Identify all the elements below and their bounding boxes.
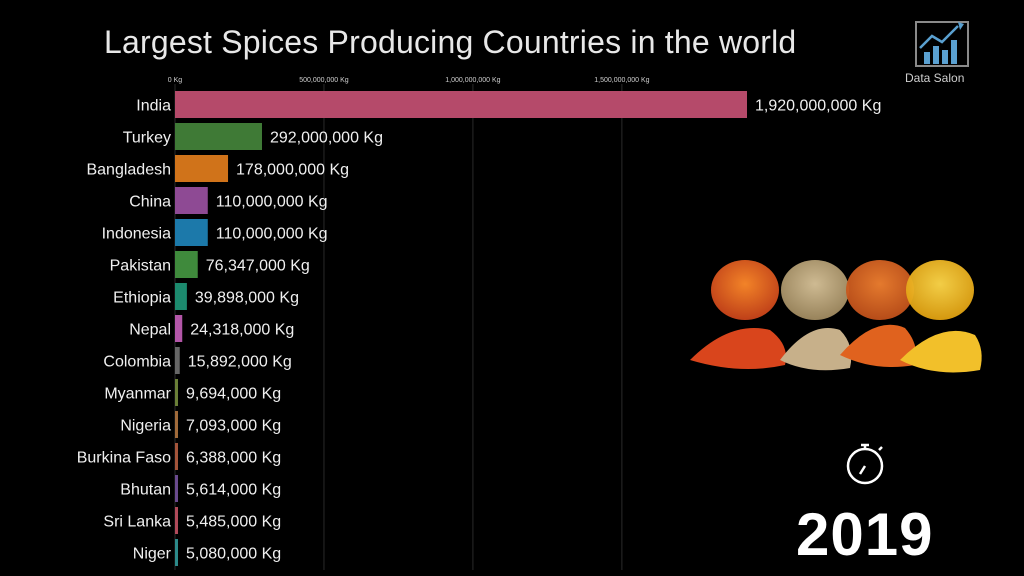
category-label: Colombia: [103, 354, 171, 371]
category-label: Bhutan: [120, 482, 171, 499]
bar-nepal: [175, 315, 183, 342]
category-label: Indonesia: [102, 226, 171, 243]
bar-indonesia: [175, 219, 208, 246]
bar-niger: [175, 539, 178, 566]
value-label: 5,080,000 Kg: [186, 546, 281, 563]
value-label: 76,347,000 Kg: [206, 258, 310, 275]
x-tick-label-3: 1,500,000,000 Kg: [594, 77, 649, 84]
value-label: 5,614,000 Kg: [186, 482, 281, 499]
value-label: 24,318,000 Kg: [190, 322, 294, 339]
bar-china: [175, 187, 208, 214]
page-title: Largest Spices Producing Countries in th…: [104, 24, 797, 60]
bar-pakistan: [175, 251, 198, 278]
value-label: 110,000,000 Kg: [216, 226, 328, 243]
value-label: 39,898,000 Kg: [195, 290, 299, 307]
x-tick-label-2: 1,000,000,000 Kg: [445, 77, 500, 84]
value-label: 292,000,000 Kg: [270, 130, 383, 147]
value-label: 5,485,000 Kg: [186, 514, 281, 531]
category-label: China: [129, 194, 171, 211]
bar-bangladesh: [175, 155, 229, 182]
value-label: 178,000,000 Kg: [236, 162, 349, 179]
value-label: 15,892,000 Kg: [188, 354, 292, 371]
category-label: Nigeria: [120, 418, 171, 435]
year-label: 2019: [796, 501, 934, 568]
category-label: Nepal: [129, 322, 171, 339]
bar-turkey: [175, 123, 262, 150]
bar-nigeria: [175, 411, 178, 438]
category-label: Sri Lanka: [103, 514, 171, 531]
bar-colombia: [175, 347, 180, 374]
category-label: Burkina Faso: [77, 450, 171, 467]
data-salon-logo-icon: [915, 21, 969, 67]
x-tick-label-0: 0 Kg: [168, 77, 183, 84]
bar-india: [175, 91, 747, 118]
x-tick-label-1: 500,000,000 Kg: [299, 77, 349, 84]
value-label: 7,093,000 Kg: [186, 418, 281, 435]
value-label: 110,000,000 Kg: [216, 194, 328, 211]
bar-burkina-faso: [175, 443, 178, 470]
value-label: 6,388,000 Kg: [186, 450, 281, 467]
spice-jars-illustration: [690, 260, 982, 373]
category-label: Ethiopia: [113, 290, 171, 307]
category-label: Niger: [133, 546, 172, 563]
bar-sri-lanka: [175, 507, 178, 534]
brand-name: Data Salon: [905, 71, 965, 85]
bar-ethiopia: [175, 283, 187, 310]
value-label: 9,694,000 Kg: [186, 386, 281, 403]
bar-myanmar: [175, 379, 178, 406]
category-label: India: [136, 98, 171, 115]
category-label: Turkey: [123, 130, 171, 147]
category-label: Pakistan: [110, 258, 171, 275]
category-label: Bangladesh: [86, 162, 171, 179]
stopwatch-icon: [846, 443, 884, 485]
value-label: 1,920,000,000 Kg: [755, 98, 881, 115]
category-label: Myanmar: [104, 386, 171, 403]
bar-bhutan: [175, 475, 178, 502]
